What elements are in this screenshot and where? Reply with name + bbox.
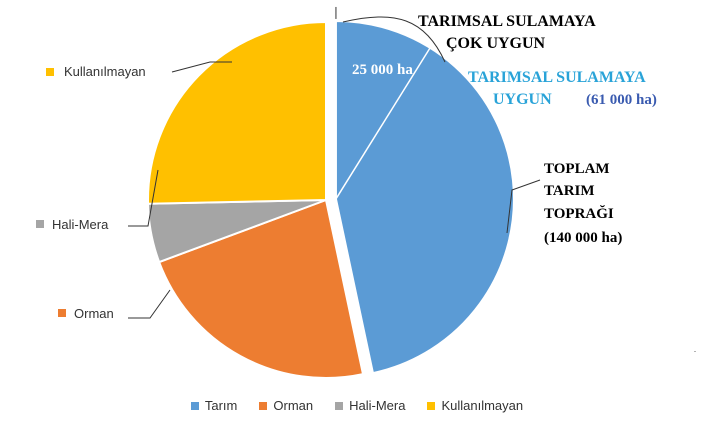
legend-label-orman: Orman (273, 398, 314, 413)
leader-line-total (506, 179, 541, 234)
annotation-cok-uygun-value: 25 000 ha (352, 62, 413, 78)
legend-item-orman: Orman (259, 398, 313, 413)
leader-line-hali-mera (128, 169, 159, 227)
legend-item-kullanilmayan: Kullanılmayan (427, 398, 523, 413)
label-swatch-orman (58, 309, 66, 317)
legend-swatch-kullanilmayan (427, 401, 436, 410)
pie-slices (147, 19, 515, 379)
annotation-cok-uygun-line1: TARIMSAL SULAMAYA (418, 13, 596, 30)
annotation-total-value: (140 000 ha) (544, 230, 622, 246)
annotation-total-line2: TARIM (544, 183, 595, 199)
label-text-orman: Orman (74, 306, 114, 321)
tarim-divider-line (335, 47, 431, 200)
annotation-total: TOPLAM TARIM TOPRAĞI (140 000 ha) (544, 161, 622, 246)
annotation-total-line3: TOPRAĞI (544, 205, 614, 222)
legend-item-hali-mera: Hali-Mera (335, 398, 405, 413)
annotation-uygun-title: TARIMSAL SULAMAYA UYGUN (468, 69, 649, 108)
annotation-cok-uygun-title: TARIMSAL SULAMAYA ÇOK UYGUN (418, 13, 599, 52)
annotation-uygun-value: (61 000 ha) (586, 92, 657, 108)
legend-swatch-orman (259, 401, 268, 410)
leader-line-cok-uygun (342, 16, 446, 63)
legend-swatch-tarim (190, 401, 199, 410)
legend-label-tarim: Tarım (204, 398, 238, 413)
tarim-subdivision (335, 6, 431, 200)
label-text-hali-mera: Hali-Mera (52, 217, 109, 232)
legend-item-tarim: Tarım (190, 398, 238, 413)
label-kullanilmayan: Kullanılmayan (46, 64, 146, 79)
pie-slice-kullanilmayan (147, 20, 327, 205)
legend-label-kullanilmayan: Kullanılmayan (441, 398, 524, 413)
leader-line-kullanilmayan (171, 61, 232, 73)
label-swatch-hali-mera (36, 220, 44, 228)
stray-dot: . (694, 345, 696, 354)
legend: Tarım Orman Hali-Mera Kullanılmayan (0, 398, 714, 413)
leader-lines (128, 16, 541, 319)
annotation-cok-uygun-line2: ÇOK UYGUN (446, 35, 546, 52)
label-hali-mera: Hali-Mera (36, 217, 109, 232)
annotation-uygun-line2: UYGUN (493, 91, 552, 108)
label-orman: Orman (58, 306, 114, 321)
annotation-uygun-line1: TARIMSAL SULAMAYA (468, 69, 646, 86)
pie-slice-tarim (334, 19, 515, 375)
label-swatch-kullanilmayan (46, 68, 54, 76)
legend-label-hali-mera: Hali-Mera (349, 398, 406, 413)
pie-slice-orman (157, 198, 365, 379)
legend-swatch-hali-mera (335, 401, 344, 410)
leader-line-orman (128, 289, 171, 319)
label-text-kullanilmayan: Kullanılmayan (64, 64, 146, 79)
annotation-total-line1: TOPLAM (544, 161, 610, 177)
